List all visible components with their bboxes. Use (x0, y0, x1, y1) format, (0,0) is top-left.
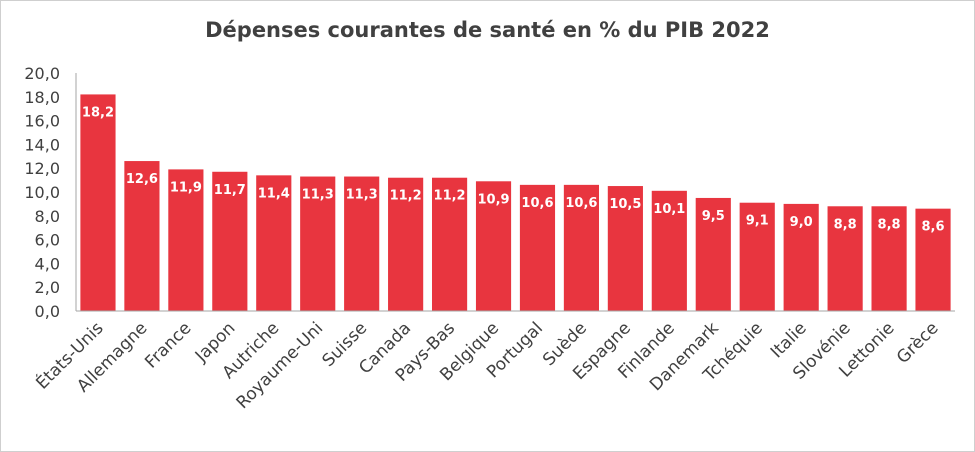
y-tick-label: 16,0 (24, 112, 60, 131)
bar (827, 206, 863, 311)
category-label: France (141, 318, 195, 372)
data-label: 9,5 (702, 209, 725, 224)
bar (344, 176, 380, 311)
bar (651, 190, 687, 311)
bar (915, 208, 951, 311)
y-tick-label: 8,0 (35, 207, 60, 226)
bar (519, 184, 556, 311)
data-label: 11,3 (302, 188, 334, 203)
bar (783, 203, 819, 311)
y-tick-label: 20,0 (24, 64, 60, 83)
bar (168, 169, 204, 311)
bar (431, 177, 468, 311)
bar (475, 181, 512, 311)
data-label: 18,2 (82, 105, 114, 120)
data-label: 12,6 (126, 172, 158, 187)
data-label: 11,2 (390, 189, 422, 204)
bar (124, 161, 160, 311)
data-label: 11,2 (434, 189, 466, 204)
category-label: Grèce (893, 318, 943, 368)
y-tick-label: 6,0 (35, 231, 60, 250)
bar (256, 175, 292, 311)
y-tick-label: 10,0 (24, 183, 60, 202)
y-tick-label: 2,0 (35, 278, 60, 297)
bar (388, 177, 424, 311)
data-label: 11,4 (258, 186, 290, 201)
y-tick-label: 0,0 (35, 302, 60, 321)
bar (739, 202, 775, 311)
data-label: 8,8 (834, 217, 857, 232)
data-label: 11,3 (346, 188, 378, 203)
chart-title: Dépenses courantes de santé en % du PIB … (205, 18, 770, 42)
bar (563, 184, 600, 311)
data-label: 8,8 (878, 217, 901, 232)
y-tick-label: 4,0 (35, 254, 60, 273)
bar (212, 171, 248, 311)
data-label: 8,6 (922, 220, 945, 235)
bar (80, 94, 116, 311)
data-label: 10,9 (477, 192, 509, 207)
y-tick-label: 14,0 (24, 135, 60, 154)
y-tick-label: 12,0 (24, 159, 60, 178)
data-label: 10,5 (609, 197, 641, 212)
bar (300, 176, 336, 311)
data-label: 10,6 (521, 196, 553, 211)
data-label: 10,1 (653, 202, 685, 217)
bar (871, 206, 907, 311)
data-label: 11,7 (214, 183, 246, 198)
data-label: 10,6 (565, 196, 597, 211)
y-tick-label: 18,0 (24, 88, 60, 107)
bar (695, 197, 731, 311)
data-label: 11,9 (170, 180, 202, 195)
bar (607, 186, 643, 311)
data-label: 9,0 (790, 215, 813, 230)
data-label: 9,1 (746, 214, 769, 229)
